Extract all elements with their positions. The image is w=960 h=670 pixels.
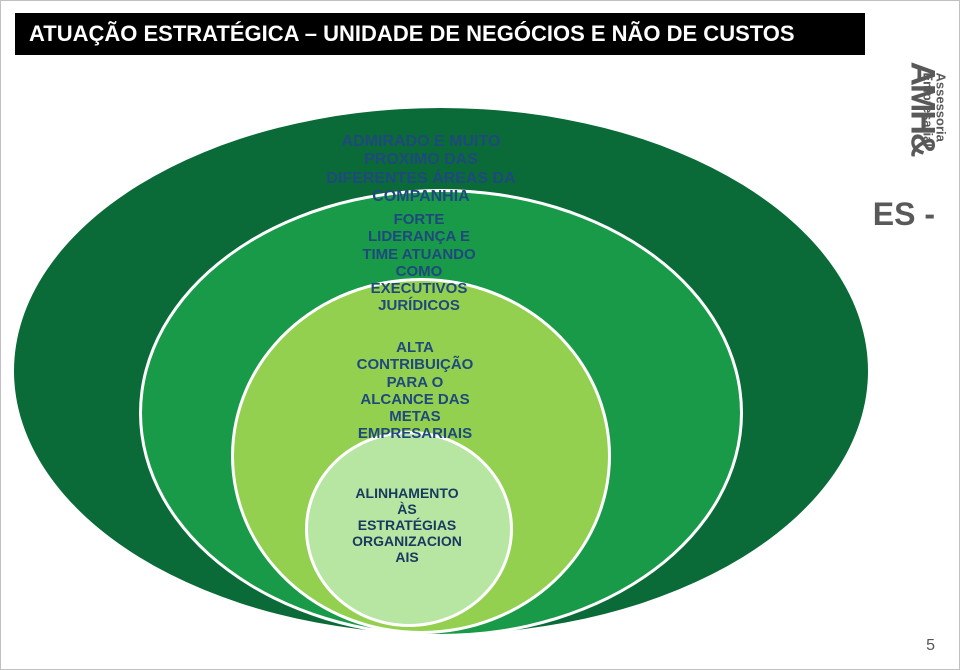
slide-frame: ATUAÇÃO ESTRATÉGICA – UNIDADE DE NEGÓCIO… xyxy=(0,0,960,670)
logo-sub2: Empresarial xyxy=(921,73,936,213)
concentric-diagram: ADMIRADO E MUITO PROXIMO DAS DIFERENTES … xyxy=(1,61,881,641)
slide-title-bar: ATUAÇÃO ESTRATÉGICA – UNIDADE DE NEGÓCIO… xyxy=(13,11,867,57)
ring-label-0: ADMIRADO E MUITO PROXIMO DAS DIFERENTES … xyxy=(291,133,551,207)
slide-title-text: ATUAÇÃO ESTRATÉGICA – UNIDADE DE NEGÓCIO… xyxy=(29,21,795,47)
ring-label-3: ALINHAMENTO ÀS ESTRATÉGIAS ORGANIZACION … xyxy=(317,485,497,565)
logo-block: AMH& Assessoria Empresarial xyxy=(875,15,945,225)
ring-label-2: ALTA CONTRIBUIÇÃO PARA O ALCANCE DAS MET… xyxy=(315,339,515,443)
page-number: 5 xyxy=(926,637,935,655)
ring-label-1: FORTE LIDERANÇA E TIME ATUANDO COMO EXEC… xyxy=(329,211,509,315)
logo-sub1: Assessoria xyxy=(934,73,949,213)
